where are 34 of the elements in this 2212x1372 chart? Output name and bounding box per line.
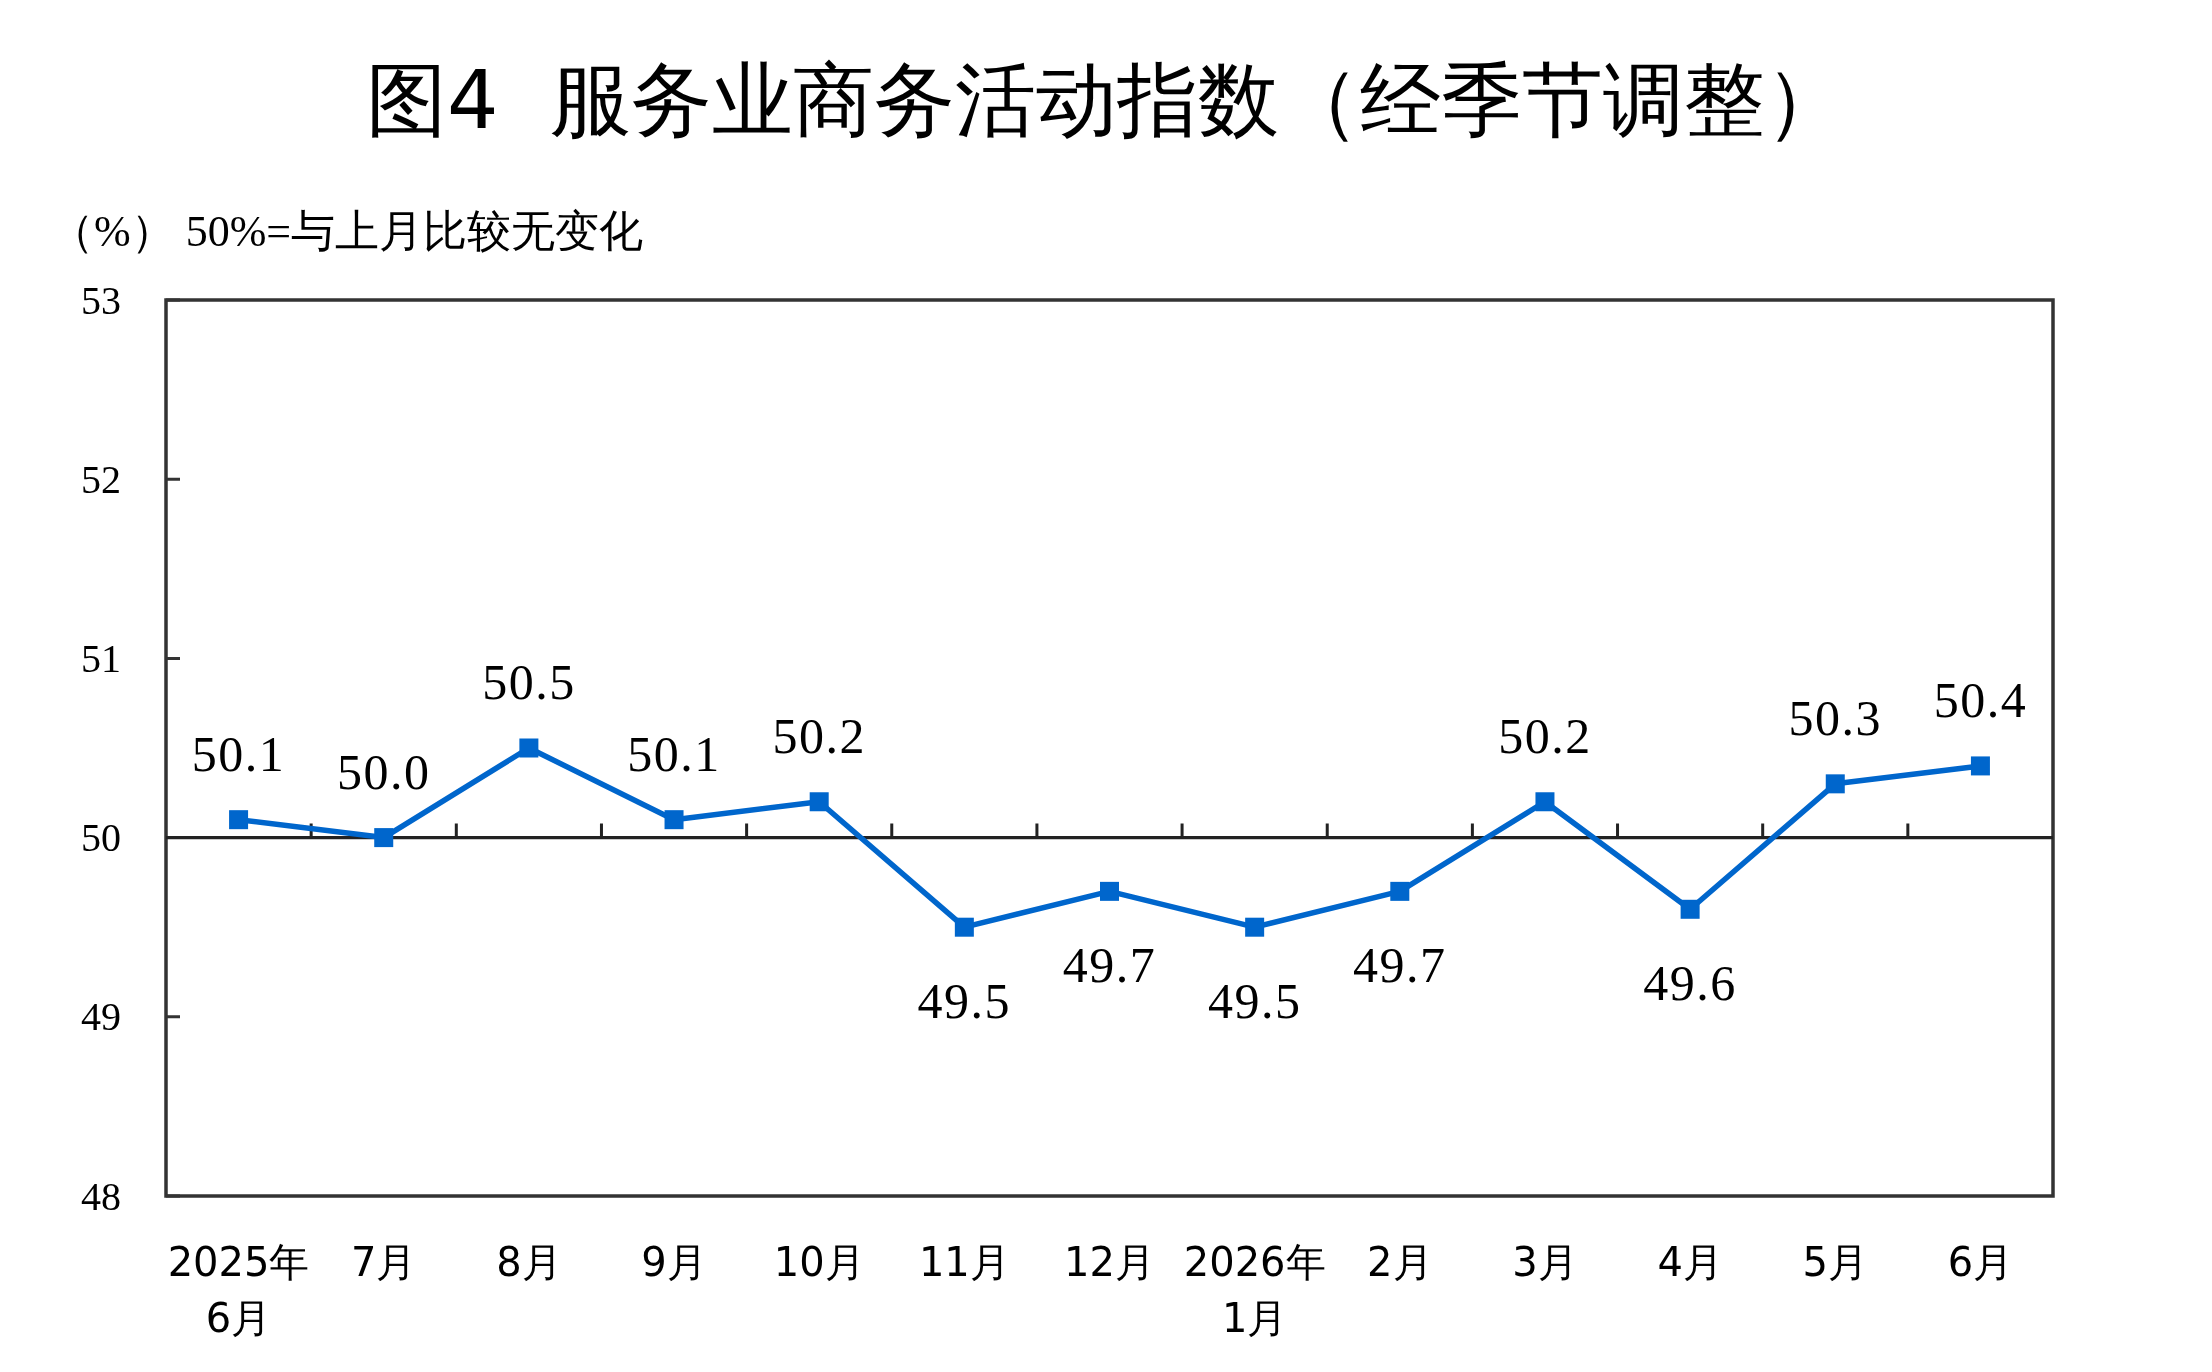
x-tick-label: 4月	[1657, 1239, 1723, 1285]
data-label: 49.7	[1353, 937, 1447, 994]
data-label: 49.5	[1207, 973, 1302, 1030]
x-tick-label: 7月	[351, 1239, 417, 1285]
x-tick-label: 2026年 1月	[1183, 1239, 1326, 1341]
y-tick-label: 51	[81, 635, 121, 681]
data-label: 50.2	[1498, 707, 1592, 764]
y-tick-label: 50	[81, 815, 121, 861]
y-tick-label: 53	[81, 277, 121, 323]
x-tick-label: 5月	[1802, 1239, 1868, 1285]
x-tick-label: 8月	[496, 1239, 562, 1285]
y-axis-title: （%） 50%=与上月比较无变化	[50, 207, 644, 256]
data-label: 50.5	[482, 654, 576, 710]
y-tick-label: 52	[81, 456, 121, 502]
data-label: 50.2	[772, 707, 866, 764]
x-tick-label: 9月	[641, 1239, 707, 1285]
data-label: 49.5	[917, 973, 1012, 1030]
y-tick-label: 49	[81, 994, 121, 1040]
data-label: 49.7	[1062, 937, 1157, 994]
y-tick-label: 48	[81, 1173, 121, 1219]
x-tick-label: 11月	[918, 1239, 1010, 1285]
data-label: 50.3	[1788, 689, 1882, 746]
x-tick-label: 2月	[1367, 1239, 1433, 1285]
x-tick-label: 2025年 6月	[167, 1239, 310, 1341]
data-label: 50.1	[627, 725, 721, 782]
x-tick-label: 10月	[773, 1239, 865, 1285]
data-label: 50.1	[191, 725, 286, 782]
data-label: 49.6	[1643, 955, 1737, 1012]
title: 图4 服务业商务活动指数（经季节调整）	[366, 53, 1846, 147]
data-label: 50.4	[1933, 671, 2028, 728]
data-label: 50.0	[337, 743, 431, 800]
x-tick-label: 3月	[1512, 1239, 1578, 1285]
x-tick-label: 6月	[1947, 1239, 2014, 1285]
x-tick-label: 12月	[1064, 1239, 1155, 1285]
